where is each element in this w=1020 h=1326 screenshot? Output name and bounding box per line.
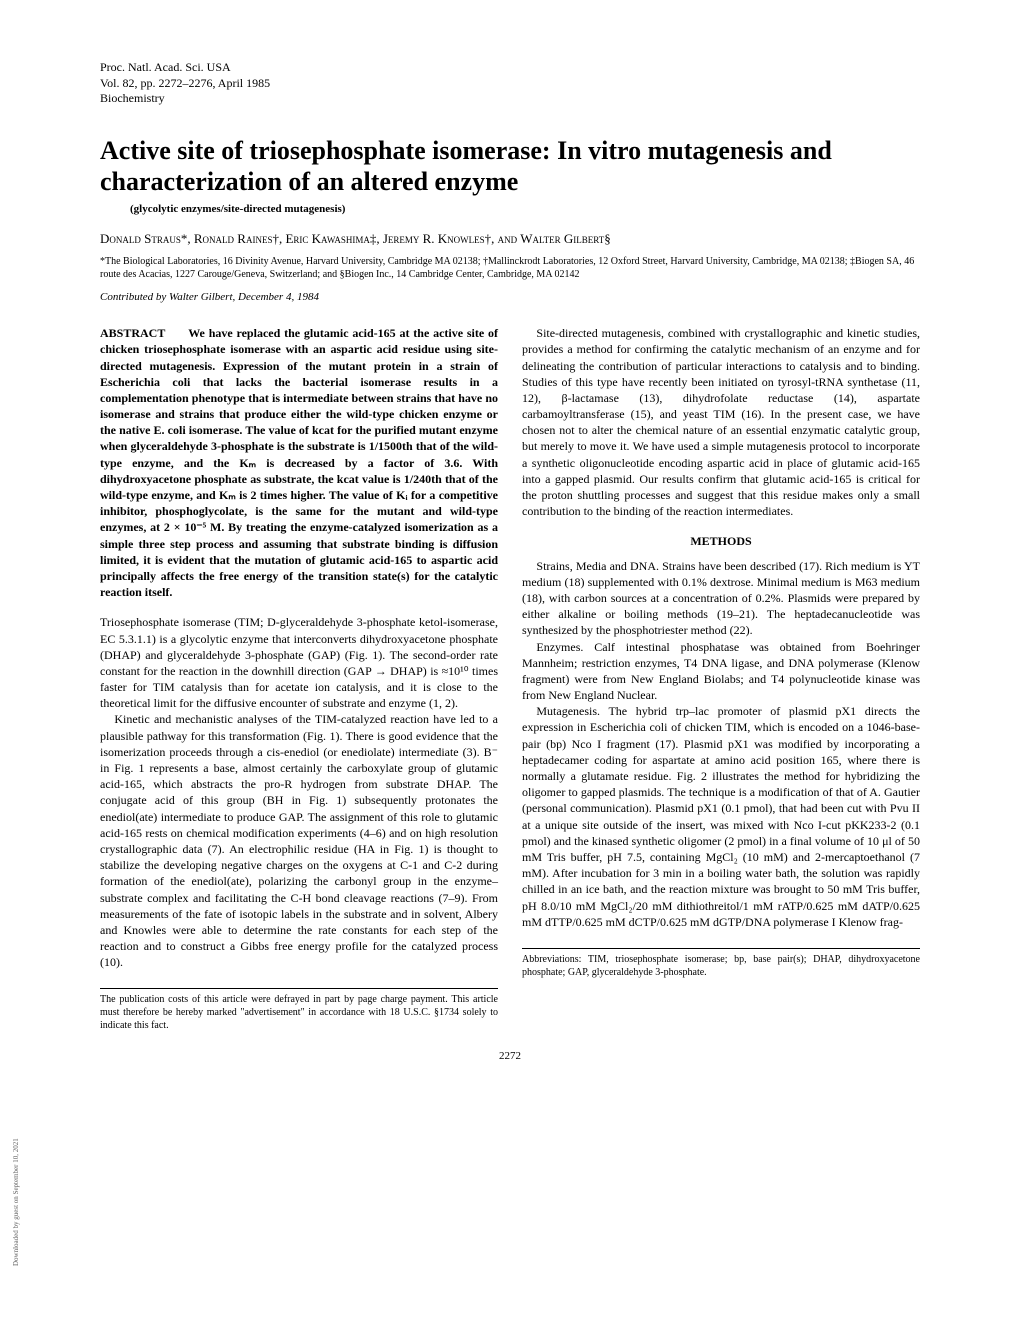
authors: Donald Straus*, Ronald Raines†, Eric Kaw… — [100, 231, 920, 247]
abstract-text: We have replaced the glutamic acid-165 a… — [100, 326, 498, 599]
body-para: Site-directed mutagenesis, combined with… — [522, 325, 920, 519]
publication-footnote: The publication costs of this article we… — [100, 988, 498, 1032]
right-column: Site-directed mutagenesis, combined with… — [522, 325, 920, 1032]
journal-vol: Vol. 82, pp. 2272–2276, April 1985 — [100, 76, 920, 92]
body-para: Kinetic and mechanistic analyses of the … — [100, 711, 498, 970]
methods-para: Strains, Media and DNA. Strains have bee… — [522, 558, 920, 639]
methods-para: Mutagenesis. The hybrid trp–lac promoter… — [522, 703, 920, 930]
body-para: Triosephosphate isomerase (TIM; D-glycer… — [100, 614, 498, 711]
methods-heading: METHODS — [522, 533, 920, 549]
journal-section: Biochemistry — [100, 91, 920, 107]
abstract-block: ABSTRACT We have replaced the glutamic a… — [100, 325, 498, 600]
left-column: ABSTRACT We have replaced the glutamic a… — [100, 325, 498, 1032]
article-title: Active site of triosephosphate isomerase… — [100, 135, 920, 197]
journal-name: Proc. Natl. Acad. Sci. USA — [100, 60, 920, 76]
page-number: 2272 — [100, 1050, 920, 1062]
download-stamp: Downloaded by guest on September 10, 202… — [12, 1138, 20, 1266]
body-columns: ABSTRACT We have replaced the glutamic a… — [100, 325, 920, 1032]
abstract-label: ABSTRACT — [100, 326, 165, 340]
abbreviations-footnote: Abbreviations: TIM, triosephosphate isom… — [522, 948, 920, 979]
article-subtitle: (glycolytic enzymes/site-directed mutage… — [130, 203, 920, 215]
contributed-line: Contributed by Walter Gilbert, December … — [100, 291, 920, 303]
affiliations: *The Biological Laboratories, 16 Divinit… — [100, 255, 920, 281]
methods-para: Enzymes. Calf intestinal phosphatase was… — [522, 639, 920, 704]
journal-header: Proc. Natl. Acad. Sci. USA Vol. 82, pp. … — [100, 60, 920, 107]
